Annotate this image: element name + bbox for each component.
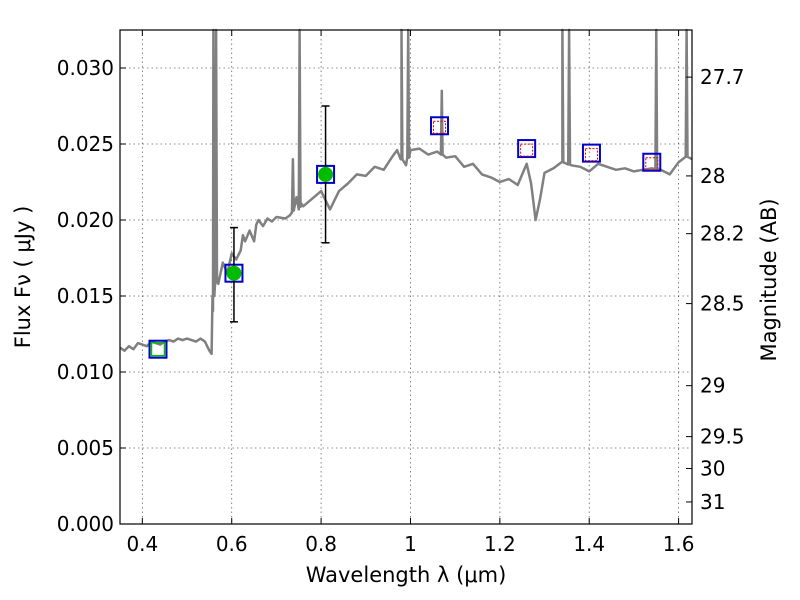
y-tick-label: 0.015 (57, 284, 114, 308)
y2-tick-label: 31 (700, 490, 725, 514)
y2-tick-label: 28 (700, 164, 725, 188)
predicted-photometry-square (584, 148, 598, 162)
open-photometry-square (150, 341, 166, 357)
y2-tick-label: 30 (700, 457, 725, 481)
y-tick-label: 0.030 (57, 56, 114, 80)
model-photometry-square (581, 143, 601, 163)
predicted-photometry-square (645, 157, 659, 171)
spectrum-line (119, 28, 693, 356)
y-tick-label: 0.010 (57, 360, 114, 384)
x-axis-title: Wavelength λ (μm) (306, 563, 507, 587)
y-tick-label: 0.020 (57, 208, 114, 232)
y-axis-title: Flux Fν ( μJy ) (11, 206, 35, 349)
y-tick-label: 0.000 (57, 512, 114, 536)
model-photometry-square (430, 116, 450, 136)
grid-lines (120, 30, 692, 525)
y2-tick-label: 29.5 (700, 425, 745, 449)
predicted-photometry-square (520, 143, 534, 157)
plot-area (119, 28, 693, 359)
y-tick-label: 0.005 (57, 436, 114, 460)
predicted-photometry-square (433, 120, 447, 134)
x-tick-label: 1.6 (663, 532, 695, 556)
y2-tick-label: 27.7 (700, 65, 745, 89)
observed-photometry-point (226, 265, 242, 281)
axis-ticks: 0.4 0.6 0.8 1 1.2 1.4 1.6 0.000 0.005 0.010 0.015 0… (57, 30, 745, 556)
y2-tick-label: 28.5 (700, 292, 745, 316)
y2-axis-title: Magnitude (AB) (757, 198, 781, 361)
x-tick-label: 0.4 (126, 532, 158, 556)
x-tick-label: 1.2 (484, 532, 516, 556)
x-tick-label: 1.4 (573, 532, 605, 556)
observed-photometry-point (318, 166, 334, 182)
x-tick-label: 1 (404, 532, 417, 556)
axes-frame (119, 29, 693, 525)
model-photometry-square (148, 339, 168, 359)
x-tick-label: 0.8 (305, 532, 337, 556)
y-tick-label: 0.025 (57, 132, 114, 156)
y2-tick-label: 29 (700, 374, 725, 398)
x-tick-label: 0.6 (216, 532, 248, 556)
y2-tick-label: 28.2 (700, 222, 745, 246)
model-photometry-square (642, 152, 662, 172)
model-photometry-square (517, 139, 537, 159)
